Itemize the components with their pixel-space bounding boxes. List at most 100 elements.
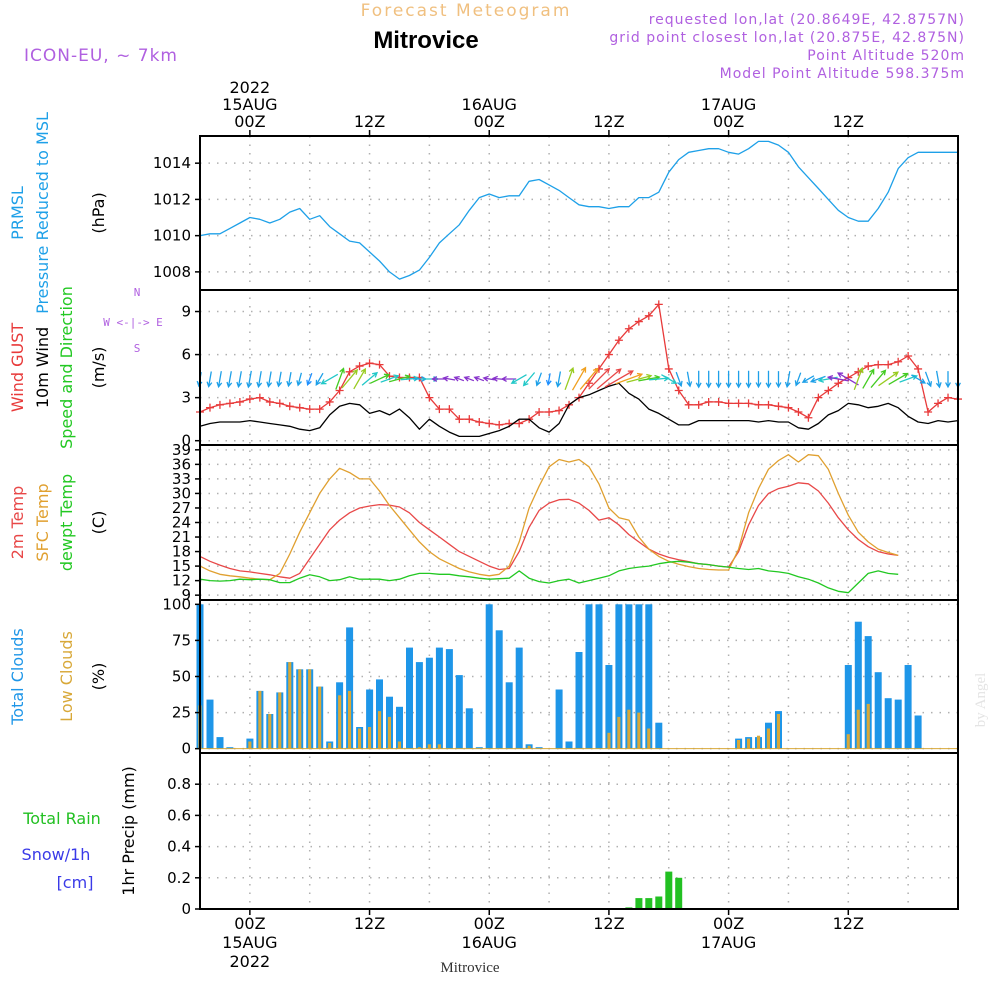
wind-direction-arrow <box>801 375 815 383</box>
precip-tick-label: 0.2 <box>167 869 191 887</box>
wind-direction-arrow <box>246 370 253 389</box>
clouds-bar <box>747 738 751 749</box>
clouds-tick-label: 50 <box>172 668 191 686</box>
clouds-bar <box>427 744 431 749</box>
watermark: by Angel <box>973 673 989 728</box>
time-label-bottom: 00Z <box>713 914 744 933</box>
time-label-top: 00Z <box>234 112 265 131</box>
clouds-bar <box>338 695 342 749</box>
gust-marker <box>604 350 613 359</box>
clouds-bar <box>346 627 354 749</box>
wind-direction-arrow <box>695 370 702 389</box>
clouds-bar <box>555 689 563 749</box>
precip-tick-label: 0.6 <box>167 806 191 824</box>
wind-direction-arrow <box>661 374 678 384</box>
time-label-top: 00Z <box>713 112 744 131</box>
wind-direction-arrow <box>522 372 536 387</box>
wind-direction-arrow <box>510 374 527 384</box>
wind-direction-arrow <box>361 371 379 386</box>
gust-marker <box>924 407 933 416</box>
clouds-bar <box>358 728 362 749</box>
gust-marker <box>774 402 783 411</box>
wind-compass: W <-|-> E <box>103 316 163 329</box>
pressure-series-line <box>199 140 958 280</box>
wind-direction-arrow <box>626 373 653 383</box>
wind-direction-arrow <box>588 367 611 390</box>
gust-marker <box>375 360 384 369</box>
pressure-axis-title: PRMSL <box>8 186 27 240</box>
gust-marker <box>584 379 593 388</box>
wind-direction-arrow <box>579 367 599 390</box>
precip-bar <box>635 898 643 909</box>
wind-direction-arrow <box>705 370 712 389</box>
wind-direction-arrow <box>604 370 634 388</box>
temperature-tick-label: 27 <box>172 499 191 517</box>
gust-marker <box>475 418 484 427</box>
wind-direction-arrow <box>353 367 366 390</box>
clouds-bar <box>894 699 902 749</box>
clouds-bar <box>515 647 523 749</box>
time-label-top: 12Z <box>593 112 624 131</box>
wind-direction-arrow <box>216 371 223 389</box>
clouds-tick-label: 0 <box>181 740 191 758</box>
clouds-bar <box>884 698 892 749</box>
clouds-bar <box>866 703 870 749</box>
gust-marker <box>824 386 833 395</box>
wind-direction-arrow <box>296 372 303 387</box>
closest-coords: grid point closest lon,lat (20.875E, 42.… <box>609 30 965 46</box>
clouds-bar <box>495 630 503 749</box>
wind-tick-label: 3 <box>181 389 191 407</box>
gust-marker <box>265 397 274 406</box>
gust-marker <box>934 399 943 408</box>
wind-direction-arrow <box>473 375 485 382</box>
temperature-tick-label: 9 <box>181 586 191 604</box>
clouds-bar <box>308 669 312 749</box>
wind-axis-title: Speed and Direction <box>57 286 76 449</box>
precip-bar <box>655 896 663 909</box>
gust-marker <box>864 362 873 371</box>
gust-marker <box>225 399 234 408</box>
gust-marker <box>814 393 823 402</box>
clouds-tick-label: 25 <box>172 704 191 722</box>
wind-direction-arrow <box>320 373 339 385</box>
wind-direction-arrow <box>765 370 772 389</box>
clouds-bar <box>737 740 741 749</box>
time-label-bottom: 17AUG <box>701 933 756 952</box>
time-label-bottom: 16AUG <box>462 933 517 952</box>
gust-marker <box>305 405 314 414</box>
clouds-bar <box>627 709 631 749</box>
clouds-bar <box>216 737 224 749</box>
clouds-bar <box>846 734 850 749</box>
clouds-bar <box>535 747 543 749</box>
wind-direction-arrow <box>675 371 683 388</box>
temperature-series-line <box>199 560 899 594</box>
gust-marker <box>255 393 264 402</box>
gust-marker <box>435 405 444 414</box>
temperature-tick-label: 21 <box>172 528 191 546</box>
clouds-bar <box>874 672 882 749</box>
temperature-axis-title: 2m Temp <box>8 486 27 560</box>
wind-direction-arrow <box>945 371 951 389</box>
temperature-axis-title: dewpt Temp <box>57 474 76 571</box>
clouds-bar <box>475 747 483 749</box>
clouds-bar <box>485 604 493 749</box>
requested-coords: requested lon,lat (20.8649E, 42.8757N) <box>649 12 965 28</box>
time-label-bottom: 15AUG <box>222 933 277 952</box>
precip-unit-label: 1hr Precip (mm) <box>119 766 138 896</box>
clouds-bar <box>776 714 780 749</box>
precip-bar <box>645 898 653 909</box>
clouds-bar <box>854 621 862 749</box>
wind-tick-label: 9 <box>181 303 191 321</box>
clouds-bar <box>575 652 583 749</box>
wind-direction-arrow <box>924 371 933 388</box>
gust-marker <box>495 420 504 429</box>
wind-direction-arrow <box>369 373 391 384</box>
clouds-bar <box>435 647 443 749</box>
gust-marker <box>794 407 803 416</box>
wind-direction-arrow <box>236 371 243 389</box>
clouds-bar <box>406 647 413 749</box>
clouds-bar <box>415 662 423 749</box>
model-label: ICON-EU, ~ 7km <box>24 46 178 66</box>
clouds-bar <box>268 714 272 749</box>
